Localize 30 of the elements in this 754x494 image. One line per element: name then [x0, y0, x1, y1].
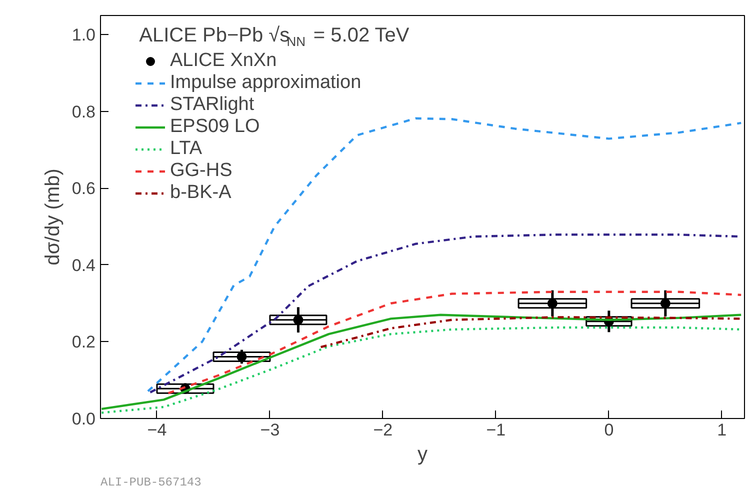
legend-label: GG-HS: [170, 160, 232, 182]
x-axis-title: y: [418, 444, 428, 466]
text: ALI-PUB-567143: [100, 476, 202, 490]
x-tick-label: 0: [604, 420, 614, 440]
legend-label: Impulse approximation: [170, 72, 362, 94]
y-tick-label: 0.4: [72, 256, 96, 275]
x-tick-label: 1: [717, 420, 727, 440]
x-tick-label: −4: [147, 420, 167, 440]
x-tick-label: −2: [373, 420, 393, 440]
point: [660, 298, 670, 308]
legend-label: LTA: [170, 138, 202, 160]
y-tick-label: 0.0: [72, 410, 96, 428]
legend-label: b-BK-A: [170, 182, 232, 204]
point: [547, 298, 558, 308]
y-tick-label: 1.0: [72, 26, 96, 45]
x-tick-label: −1: [486, 420, 506, 440]
line-series: [146, 117, 742, 392]
legend-label: EPS09 LO: [170, 116, 260, 138]
y-axis-title: dσ/dy (mb): [42, 168, 64, 266]
line-series: [167, 290, 742, 394]
point: [293, 314, 304, 325]
point: [236, 352, 247, 362]
line-series: [320, 316, 742, 348]
x-tick-label: −3: [260, 420, 280, 440]
legend-label: ALICE XnXn: [170, 50, 277, 72]
y-tick-label: 0.8: [72, 102, 96, 122]
line-series: [100, 314, 742, 410]
y-tick-label: 0.2: [72, 332, 96, 352]
y-tick-label: 0.6: [72, 179, 96, 198]
legend-label: STARlight: [170, 94, 254, 116]
